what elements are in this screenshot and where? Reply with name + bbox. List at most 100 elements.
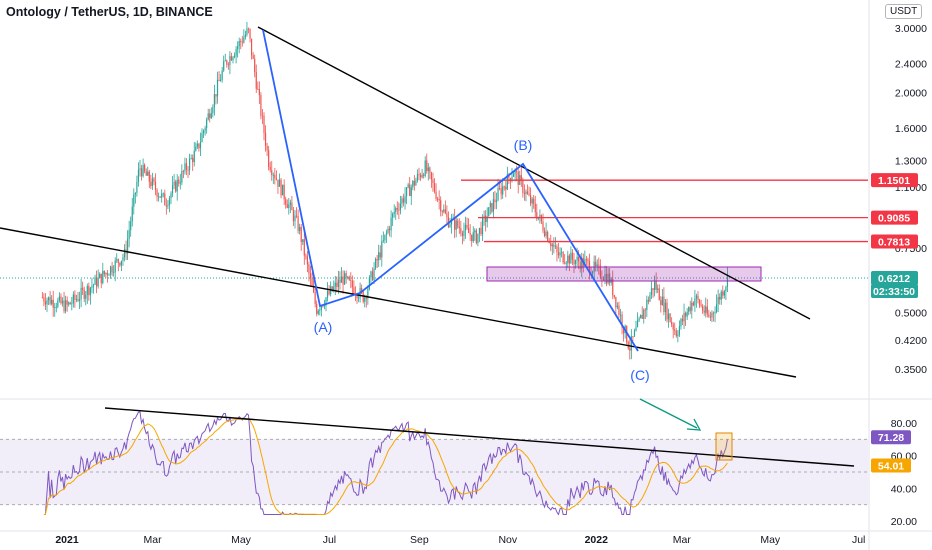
price-tag-bg bbox=[871, 234, 918, 249]
candle-body bbox=[117, 259, 119, 263]
candle-body bbox=[650, 288, 653, 295]
price-axis-tick: 1.6000 bbox=[895, 123, 927, 135]
candle-body bbox=[649, 294, 651, 302]
candle-body bbox=[531, 198, 533, 204]
candle-body bbox=[297, 216, 299, 231]
candle-body bbox=[162, 193, 164, 195]
candle-body bbox=[681, 319, 684, 322]
candle-body bbox=[441, 211, 443, 213]
candle-body bbox=[85, 294, 87, 299]
candle-body bbox=[522, 179, 524, 193]
candle-body bbox=[251, 38, 253, 56]
candle-body bbox=[368, 277, 370, 290]
candle-body bbox=[233, 55, 236, 58]
candle-body bbox=[698, 299, 701, 306]
wave-label: (C) bbox=[630, 367, 649, 383]
candle-body bbox=[285, 199, 287, 205]
candle-body bbox=[303, 239, 305, 256]
candle-body bbox=[317, 310, 319, 314]
candle-body bbox=[655, 281, 657, 290]
candle-body bbox=[542, 221, 544, 231]
price-tag-bg bbox=[871, 173, 918, 188]
candle-body bbox=[551, 244, 553, 247]
wave-label: (B) bbox=[514, 137, 533, 153]
candle-body bbox=[49, 297, 51, 304]
candle-body bbox=[426, 160, 428, 172]
candle-body bbox=[61, 300, 64, 304]
candle-body bbox=[587, 259, 589, 262]
candle-body bbox=[314, 292, 316, 304]
candle-body bbox=[257, 88, 259, 90]
candle-body bbox=[313, 286, 315, 293]
candle-body bbox=[432, 179, 434, 184]
candle-body bbox=[60, 296, 62, 304]
candle-body bbox=[52, 299, 54, 308]
candle-body bbox=[494, 199, 496, 203]
rsi-axis-tick: 40.00 bbox=[891, 483, 917, 495]
candle-body bbox=[512, 173, 515, 177]
candle-body bbox=[292, 210, 295, 222]
candle-body bbox=[275, 178, 277, 180]
candle-body bbox=[134, 192, 136, 195]
candle-body bbox=[437, 198, 439, 200]
candle-body bbox=[140, 168, 143, 177]
candle-body bbox=[694, 298, 696, 306]
candle-body bbox=[618, 305, 620, 315]
rsi-trendline bbox=[104, 407, 855, 467]
candle-body bbox=[139, 168, 141, 170]
candle-body bbox=[212, 107, 214, 114]
candle-body bbox=[652, 288, 654, 290]
candle-body bbox=[43, 297, 45, 302]
candle-body bbox=[130, 221, 132, 231]
candle-body bbox=[461, 233, 463, 236]
candle-body bbox=[719, 296, 721, 300]
candle-body bbox=[320, 305, 322, 310]
time-axis-tick: Mar bbox=[673, 534, 692, 546]
candle-body bbox=[418, 174, 420, 176]
candle-body bbox=[370, 271, 372, 278]
candle-body bbox=[404, 196, 406, 203]
candle-body bbox=[351, 280, 353, 288]
candle-body bbox=[254, 58, 256, 73]
candle-body bbox=[96, 277, 98, 287]
candle-body bbox=[469, 232, 471, 235]
price-axis-tick: 0.5000 bbox=[895, 307, 927, 319]
candle-body bbox=[82, 287, 84, 290]
candle-body bbox=[716, 303, 718, 312]
candle-body bbox=[636, 320, 639, 328]
candle-body bbox=[540, 215, 543, 222]
candle-body bbox=[230, 56, 233, 61]
candle-body bbox=[357, 297, 360, 299]
candle-body bbox=[514, 170, 516, 174]
candle-body bbox=[723, 291, 725, 296]
candle-body bbox=[210, 113, 212, 119]
candle-body bbox=[339, 279, 341, 283]
candle-body bbox=[497, 188, 499, 201]
candle-body bbox=[458, 226, 460, 229]
price-tag-bg bbox=[871, 270, 918, 285]
candle-body bbox=[536, 212, 538, 219]
candle-body bbox=[46, 300, 48, 305]
candle-body bbox=[468, 227, 470, 233]
candle-body bbox=[316, 303, 318, 314]
candle-body bbox=[249, 29, 251, 39]
candle-body bbox=[288, 204, 290, 208]
candle-body bbox=[466, 224, 468, 228]
candle-body bbox=[381, 241, 383, 258]
candle-body bbox=[272, 174, 274, 176]
candle-body bbox=[161, 193, 163, 198]
candle-body bbox=[564, 262, 566, 264]
candle-body bbox=[340, 276, 343, 283]
candle-body bbox=[350, 279, 352, 281]
price-tag-label: 02:33:50 bbox=[873, 286, 915, 298]
candle-body bbox=[66, 300, 68, 305]
candle-body bbox=[344, 273, 346, 285]
candle-body bbox=[477, 233, 479, 244]
candle-body bbox=[474, 230, 476, 233]
price-axis-tick: 2.4000 bbox=[895, 58, 927, 70]
candle-body bbox=[286, 204, 288, 208]
currency-badge[interactable]: USDT bbox=[885, 4, 923, 19]
candle-body bbox=[677, 334, 679, 337]
candle-body bbox=[680, 319, 682, 327]
